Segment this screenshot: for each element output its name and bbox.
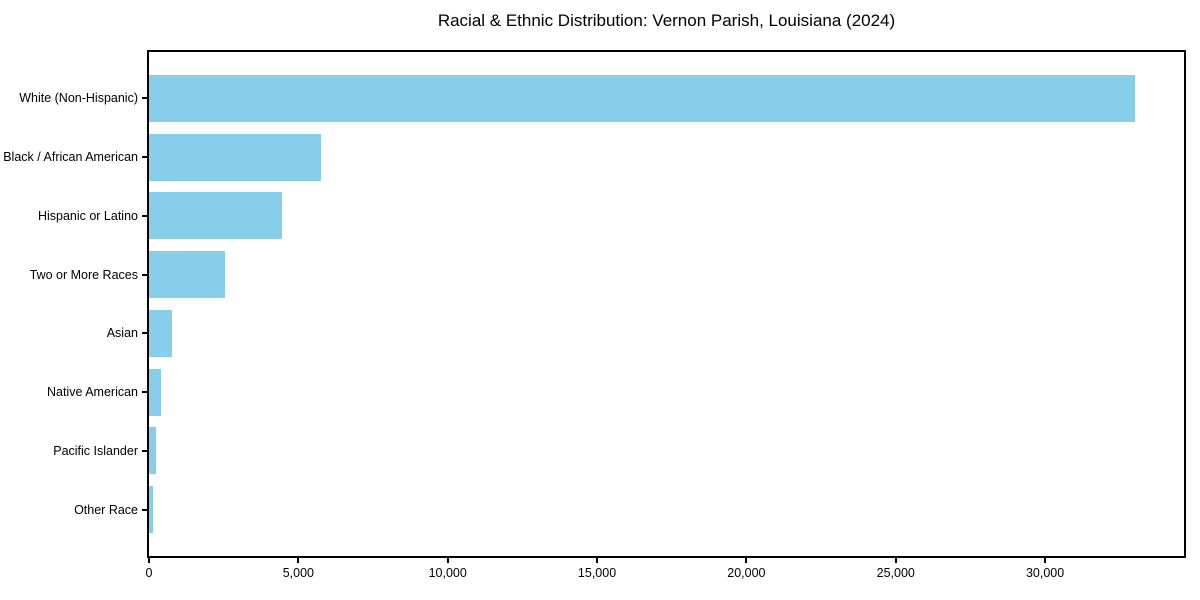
y-tick-label: Black / African American <box>3 150 138 165</box>
y-tick-mark <box>142 97 147 100</box>
y-tick-mark <box>142 156 147 159</box>
x-tick-mark <box>745 558 748 563</box>
bar-white-non-hispanic <box>149 74 1135 122</box>
x-tick-mark <box>894 558 897 563</box>
x-tick-mark <box>596 558 599 563</box>
y-tick-label: Two or More Races <box>29 267 138 282</box>
y-tick-label: Hispanic or Latino <box>37 208 138 223</box>
bar-black-african-american <box>149 133 322 181</box>
bar-asian <box>149 309 172 357</box>
y-tick-label: Asian <box>106 326 138 341</box>
x-axis: 0 5,000 10,000 15,000 20,000 25,000 30,000 <box>145 558 1186 598</box>
x-tick-mark <box>297 558 300 563</box>
bar-other-race <box>149 486 153 534</box>
bar-native-american <box>149 368 161 416</box>
y-tick-mark <box>142 391 147 394</box>
y-tick-mark <box>142 508 147 511</box>
x-tick-label: 15,000 <box>577 566 617 580</box>
x-tick-mark <box>1044 558 1047 563</box>
x-tick-mark <box>446 558 449 563</box>
bar-pacific-islander <box>149 427 157 475</box>
chart-title: Racial & Ethnic Distribution: Vernon Par… <box>437 11 896 30</box>
x-tick-label: 25,000 <box>876 566 915 580</box>
plot-area <box>147 50 1186 558</box>
y-tick-mark <box>142 273 147 276</box>
x-tick-mark <box>148 558 150 563</box>
x-tick-label: 20,000 <box>727 566 766 580</box>
y-tick-label: Native American <box>46 385 138 400</box>
bar-hispanic-or-latino <box>149 192 282 240</box>
x-tick-label: 5,000 <box>282 566 314 580</box>
bar-two-or-more-races <box>149 251 226 299</box>
x-tick-label: 0 <box>145 566 153 580</box>
bars-layer <box>149 52 1184 556</box>
y-tick-mark <box>142 449 147 452</box>
x-tick-label: 30,000 <box>1025 566 1065 580</box>
y-tick-mark <box>142 214 147 217</box>
y-tick-mark <box>142 332 147 335</box>
y-tick-label: Other Race <box>74 502 138 517</box>
y-axis: White (Non-Hispanic) Black / African Amer… <box>0 50 147 558</box>
y-tick-label: Pacific Islander <box>53 443 138 458</box>
y-tick-label: White (Non-Hispanic) <box>19 91 138 106</box>
x-tick-label: 10,000 <box>428 566 467 580</box>
